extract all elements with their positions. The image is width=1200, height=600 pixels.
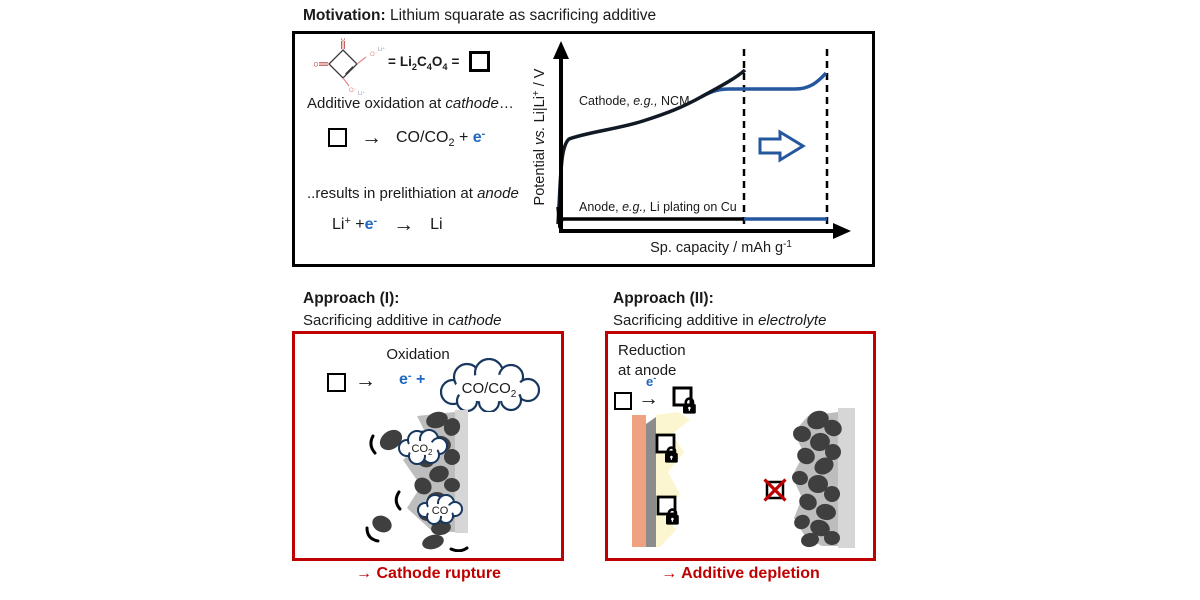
additive-square-icon [469,51,491,72]
x-axis-label: Sp. capacity / mAh g-1 [650,239,792,256]
electron-term: e- + [399,370,426,388]
sei-layer [656,412,690,547]
voltage-profile-chart [553,41,851,239]
electron-term: e- [472,127,486,146]
electron-term: e- [646,373,657,389]
additive-formula: = Li2C4O4 = [388,51,491,72]
cloud-text: CO/CO2 [462,380,517,400]
reaction-arrow-icon: → [361,126,382,149]
reaction-arrow-icon: → [393,213,415,236]
detached-particles [372,429,444,550]
oxidation-reaction: → CO/CO2 + e- [328,127,485,148]
lithium-ion-term: Li+ + [332,214,365,233]
additive-square-icon [328,128,347,147]
equals-sign: = [388,54,396,69]
right-arrow-icon: → [356,565,373,582]
co-cloud-icon: CO [417,494,463,525]
gas-cloud-icon: CO/CO2 [439,358,541,412]
depleted-additive-icon [763,478,787,502]
x-axis-arrowhead [833,223,851,239]
title-rest: Lithium squarate as sacrificing additive [385,7,657,24]
squarate-molecule-icon: O O O⁻ Li⁺ O⁻ Li⁺ [314,38,386,96]
svg-text:Li⁺: Li⁺ [378,46,385,53]
prelithiation-statement: ..results in prelithiation at anode [307,185,519,202]
rupturing-cathode-graphic: CO2 CO [365,410,469,552]
motivation-panel: O O O⁻ Li⁺ O⁻ Li⁺ = Li2C4O4 = Additive o… [292,31,875,267]
prelithiation-reaction: Li+ + e- → Li [332,214,443,235]
additive-square-icon [614,392,632,410]
anode-curve-label: Anode, e.g., Li plating on Cu [579,200,737,214]
oxidation-statement: Additive oxidation at cathode… [307,95,514,112]
right-arrow-icon: → [661,565,678,582]
svg-text:O: O [314,63,319,69]
reaction-arrow-icon: → [355,369,376,392]
y-axis-arrowhead [553,41,569,59]
anode-stack-graphic [632,412,690,547]
title-bold: Motivation: [303,7,386,24]
approach1-panel: Oxidation → e- + CO/CO2 [292,331,564,561]
reduction-label-line1: Reduction [618,342,686,359]
svg-text:O⁻: O⁻ [370,52,378,58]
electron-term: e- [364,214,378,233]
approach2-title: Approach (II): Sacrificing additive in e… [613,290,827,329]
page-title: Motivation: Lithium squarate as sacrific… [303,7,656,25]
y-axis-label: Potential vs. Li|Li+ / V [531,68,548,206]
current-collector-strip [838,408,855,548]
anode-gray-layer [646,417,656,547]
additive-square-icon [327,373,346,392]
reduction-label-line2: at anode [618,362,677,379]
reaction-products: CO/CO2 + e- [396,127,486,149]
co2-cloud-icon: CO2 [398,429,448,465]
formula-text: Li2C4O4 [399,54,448,72]
rupture-motion-arcs [365,434,469,552]
cathode-particles [792,410,842,548]
cathode-stack-graphic [792,408,855,548]
approach2-caption: → Additive depletion [661,565,820,582]
lithium-metal-term: Li [430,215,443,233]
copper-strip [632,415,646,547]
locked-additive-icon [655,433,678,463]
approach1-caption: → Cathode rupture [356,565,501,582]
svg-text:CO: CO [432,505,449,517]
svg-text:O: O [341,38,346,43]
equals-sign: = [451,54,460,69]
svg-text:O⁻: O⁻ [349,88,357,94]
svg-text:Li⁺: Li⁺ [358,90,365,96]
approach1-title: Approach (I): Sacrificing additive in ca… [303,290,502,329]
reaction-arrow-icon: → [638,387,659,410]
locked-additive-icon [672,386,696,414]
oxidation-label: Oxidation [386,346,450,363]
approach2-panel: Reduction at anode e- → [605,331,876,561]
shift-block-arrow-icon [758,129,806,163]
locked-additive-icon [656,495,679,525]
svg-text:CO2: CO2 [412,443,434,457]
cathode-curve-label: Cathode, e.g., NCM [579,94,690,108]
